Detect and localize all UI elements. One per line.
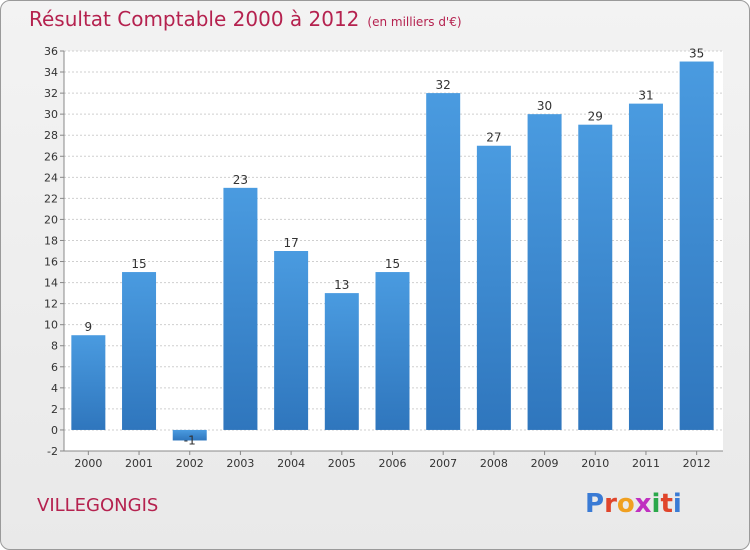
- x-tick-label: 2002: [176, 457, 204, 470]
- x-tick-label: 2003: [226, 457, 254, 470]
- value-label: 31: [638, 89, 653, 103]
- chart-title: Résultat Comptable 2000 à 2012 (en millie…: [29, 7, 462, 31]
- x-tick-label: 2012: [683, 457, 711, 470]
- chart-subtitle: (en milliers d'€): [367, 15, 462, 29]
- y-tick-label: 16: [44, 256, 58, 269]
- y-tick-label: 34: [44, 66, 58, 79]
- value-label: 23: [233, 173, 248, 187]
- bar-2007: [426, 93, 461, 430]
- logo-letter: r: [604, 489, 617, 519]
- bar-2003: [223, 187, 258, 430]
- bar-2012: [679, 61, 714, 430]
- value-label: 9: [85, 320, 93, 334]
- x-tick-label: 2011: [632, 457, 660, 470]
- bar-2009: [527, 114, 562, 430]
- y-tick-label: 30: [44, 108, 58, 121]
- bar-2006: [375, 272, 410, 430]
- value-label: 32: [436, 78, 451, 92]
- y-tick-label: 8: [51, 340, 58, 353]
- value-label: 13: [334, 278, 349, 292]
- bar-2005: [324, 293, 359, 430]
- x-tick-label: 2000: [74, 457, 102, 470]
- logo-letter: o: [616, 489, 635, 519]
- y-tick-label: 36: [44, 45, 58, 58]
- logo-letter: x: [634, 489, 652, 519]
- title-text: Résultat Comptable 2000 à 2012: [29, 7, 360, 31]
- y-tick-label: 18: [44, 234, 58, 247]
- y-tick-label: 2: [51, 403, 58, 416]
- y-tick-label: -2: [47, 445, 58, 458]
- bar-2004: [274, 251, 309, 430]
- y-tick-label: 24: [44, 171, 58, 184]
- bar-2002: [172, 429, 207, 441]
- y-tick-label: 10: [44, 319, 58, 332]
- x-tick-label: 2006: [379, 457, 407, 470]
- logo-letter: i: [672, 489, 682, 519]
- x-tick-label: 2010: [581, 457, 609, 470]
- x-tick-label: 2005: [328, 457, 356, 470]
- y-tick-label: 32: [44, 87, 58, 100]
- y-tick-label: 14: [44, 277, 58, 290]
- value-label: -1: [184, 433, 196, 447]
- value-label: 15: [385, 257, 400, 271]
- logo-letter: P: [585, 489, 605, 519]
- y-tick-label: 22: [44, 192, 58, 205]
- value-label: 27: [486, 131, 501, 145]
- value-label: 15: [131, 257, 146, 271]
- x-tick-label: 2008: [480, 457, 508, 470]
- y-tick-label: 28: [44, 129, 58, 142]
- y-tick-label: 20: [44, 213, 58, 226]
- y-tick-label: 0: [51, 424, 58, 437]
- y-tick-label: 26: [44, 150, 58, 163]
- logo-letter: i: [651, 489, 661, 519]
- value-label: 17: [283, 236, 298, 250]
- proxiti-logo: Proxiti: [585, 489, 682, 519]
- bar-2001: [122, 272, 157, 430]
- x-tick-label: 2009: [531, 457, 559, 470]
- logo-letter: t: [660, 489, 673, 519]
- value-label: 30: [537, 99, 552, 113]
- value-label: 35: [689, 47, 704, 61]
- x-tick-label: 2001: [125, 457, 153, 470]
- bar-2011: [628, 103, 663, 430]
- bar-2010: [578, 124, 613, 430]
- y-tick-label: 4: [51, 382, 58, 395]
- bar-2000: [71, 335, 106, 430]
- x-tick-label: 2004: [277, 457, 305, 470]
- y-tick-label: 12: [44, 298, 58, 311]
- town-name: VILLEGONGIS: [37, 495, 159, 516]
- bar-2008: [476, 145, 511, 430]
- y-tick-label: 6: [51, 361, 58, 374]
- value-label: 29: [588, 110, 603, 124]
- x-tick-label: 2007: [429, 457, 457, 470]
